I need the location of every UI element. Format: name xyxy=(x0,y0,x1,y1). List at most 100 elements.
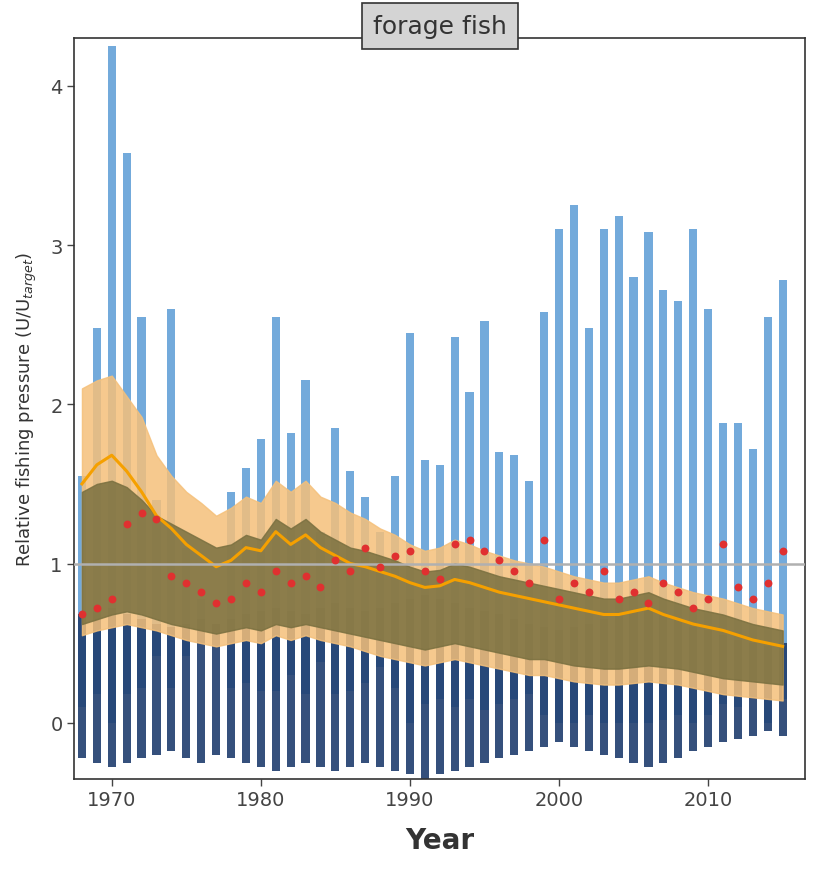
Bar xyxy=(777,281,785,699)
Bar xyxy=(167,309,175,688)
Point xyxy=(731,580,744,594)
Bar xyxy=(152,624,161,755)
Bar xyxy=(733,424,741,707)
Bar xyxy=(286,434,294,675)
Bar xyxy=(242,468,250,683)
Bar xyxy=(658,614,667,763)
Bar xyxy=(346,608,354,767)
Point xyxy=(373,561,387,574)
Bar xyxy=(584,328,592,715)
Bar xyxy=(644,233,652,723)
Bar xyxy=(107,47,115,723)
Bar xyxy=(316,608,324,767)
Bar xyxy=(286,612,294,767)
Bar xyxy=(331,604,339,771)
Bar xyxy=(346,472,354,691)
Point xyxy=(224,592,238,606)
Point xyxy=(656,576,669,590)
Bar xyxy=(554,229,563,723)
Point xyxy=(641,597,654,611)
Bar xyxy=(420,461,428,704)
Bar xyxy=(762,647,771,731)
Bar xyxy=(420,596,428,779)
Point xyxy=(254,586,267,600)
Bar xyxy=(316,532,324,662)
Bar xyxy=(376,608,384,767)
Bar xyxy=(509,455,518,699)
Bar xyxy=(182,548,190,656)
Bar xyxy=(540,627,548,746)
Bar xyxy=(405,599,414,774)
Bar xyxy=(495,614,503,758)
Point xyxy=(507,565,520,579)
Bar xyxy=(197,599,205,643)
Point xyxy=(522,576,535,590)
Bar xyxy=(613,217,622,723)
Point xyxy=(194,586,207,600)
Bar xyxy=(748,449,756,699)
Bar xyxy=(673,302,681,715)
Bar xyxy=(540,313,548,715)
Point xyxy=(165,570,178,584)
Bar xyxy=(331,428,339,694)
Bar xyxy=(673,620,681,758)
Bar xyxy=(613,614,622,758)
Point xyxy=(596,565,609,579)
Bar xyxy=(256,612,265,767)
Point xyxy=(105,592,118,606)
Bar xyxy=(777,643,785,736)
Point xyxy=(477,544,491,558)
Point xyxy=(239,576,252,590)
Bar xyxy=(569,627,577,746)
Bar xyxy=(762,317,771,723)
Bar xyxy=(704,309,712,715)
Point xyxy=(745,592,758,606)
Bar xyxy=(212,635,220,640)
Bar xyxy=(524,624,532,752)
Bar xyxy=(435,465,443,699)
Bar xyxy=(599,229,607,723)
Bar xyxy=(450,604,458,771)
Bar xyxy=(688,229,696,723)
Bar xyxy=(704,631,712,746)
Point xyxy=(210,597,223,611)
Point xyxy=(269,565,282,579)
Bar xyxy=(138,317,146,688)
Point xyxy=(75,607,88,621)
Point xyxy=(90,601,103,615)
Bar xyxy=(122,614,130,763)
Point xyxy=(299,570,312,584)
Bar xyxy=(78,476,86,707)
Bar xyxy=(718,635,726,742)
Point xyxy=(150,513,163,527)
Point xyxy=(447,538,460,552)
Bar xyxy=(450,338,458,707)
Bar xyxy=(360,497,369,683)
Point xyxy=(463,533,476,547)
Bar xyxy=(122,154,130,694)
Bar xyxy=(495,453,503,704)
Point xyxy=(492,554,505,567)
Bar xyxy=(644,608,652,767)
Bar xyxy=(376,532,384,667)
Bar xyxy=(391,476,399,688)
Bar xyxy=(435,599,443,774)
Bar xyxy=(465,608,473,767)
Bar xyxy=(569,206,577,723)
Point xyxy=(775,544,788,558)
Point xyxy=(388,549,401,563)
Bar xyxy=(152,501,161,656)
Point xyxy=(358,541,371,555)
Bar xyxy=(688,627,696,752)
Text: forage fish: forage fish xyxy=(373,15,506,39)
Bar xyxy=(584,624,592,752)
Point xyxy=(343,565,356,579)
Bar xyxy=(524,481,532,694)
Point xyxy=(611,592,624,606)
Point xyxy=(627,586,640,600)
Bar xyxy=(629,612,637,763)
Bar xyxy=(360,612,369,763)
Bar xyxy=(554,631,563,742)
Point xyxy=(716,538,729,552)
Point xyxy=(671,586,684,600)
